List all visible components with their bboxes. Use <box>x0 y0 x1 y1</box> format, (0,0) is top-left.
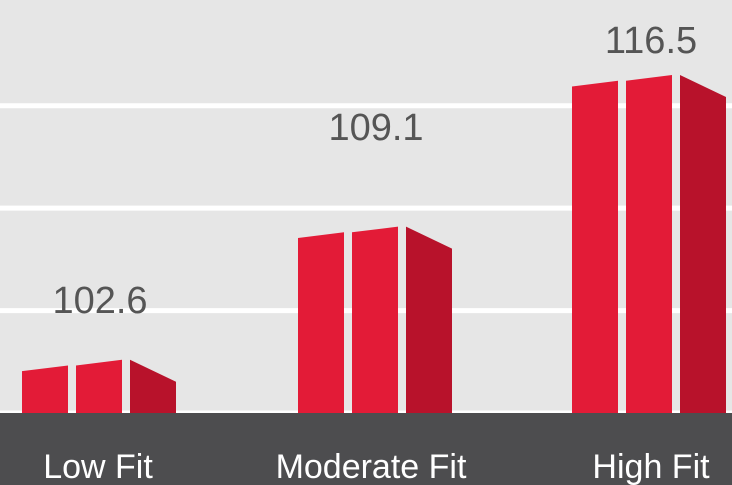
value-label-moderate-fit: 109.1 <box>328 107 423 149</box>
bar-segment <box>76 359 122 413</box>
category-axis-band <box>0 413 732 485</box>
bars <box>22 75 726 413</box>
bar-segment <box>680 75 726 413</box>
bar-segment <box>22 365 68 413</box>
category-label-high-fit: High Fit <box>592 448 710 485</box>
bar-segment <box>572 80 618 413</box>
category-label-moderate-fit: Moderate Fit <box>276 448 467 485</box>
value-label-high-fit: 116.5 <box>605 20 697 62</box>
bar-segment <box>352 226 398 413</box>
bar-moderate-fit <box>298 226 452 413</box>
bar-segment <box>406 226 452 413</box>
bar-segment <box>130 359 176 413</box>
bar-segment <box>626 75 672 413</box>
bar-high-fit <box>572 75 726 413</box>
value-label-low-fit: 102.6 <box>52 280 147 322</box>
bar-low-fit <box>22 359 176 413</box>
category-label-low-fit: Low Fit <box>43 448 153 485</box>
bar-segment <box>298 232 344 413</box>
